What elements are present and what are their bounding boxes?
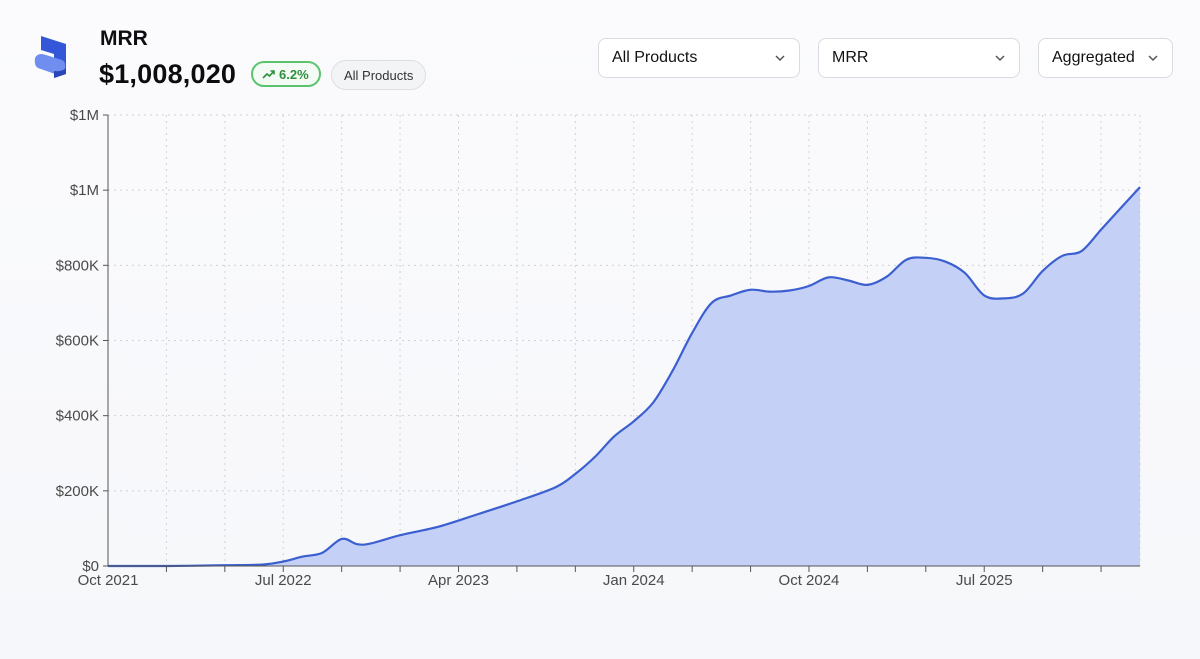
metric-select[interactable]: MRR	[818, 38, 1020, 78]
y-tick-label: $0	[82, 558, 99, 575]
y-tick-label: $800K	[56, 257, 99, 274]
mrr-line	[107, 186, 1141, 568]
change-value: 6.2%	[279, 66, 309, 82]
product-select-label: All Products	[612, 49, 698, 66]
chevron-down-icon	[775, 55, 785, 62]
mode-select[interactable]: Aggregated	[1038, 38, 1173, 78]
metric-select-label: MRR	[832, 49, 869, 66]
mrr-area	[108, 187, 1140, 566]
x-tick-label: Oct 2024	[779, 572, 840, 589]
x-tick-label: Jul 2025	[956, 572, 1013, 589]
x-tick-label: Apr 2023	[428, 572, 489, 589]
y-tick-label: $400K	[56, 408, 99, 425]
metric-value: $1,008,020	[99, 59, 237, 89]
x-tick-label: Oct 2021	[78, 572, 139, 589]
scope-badge: All Products	[331, 60, 427, 90]
chevron-down-icon	[995, 55, 1005, 62]
metric-title: MRR	[100, 27, 148, 50]
change-badge: 6.2%	[251, 61, 321, 87]
x-tick-label: Jan 2024	[603, 572, 665, 589]
y-tick-label: $1M	[70, 182, 99, 199]
y-tick-label: $200K	[56, 483, 99, 500]
product-select[interactable]: All Products	[598, 38, 800, 78]
trend-up-icon	[262, 70, 275, 79]
y-tick-label: $1M	[70, 107, 99, 124]
x-tick-label: Jul 2022	[255, 572, 312, 589]
chevron-down-icon	[1148, 55, 1158, 62]
logo-icon	[34, 36, 66, 78]
y-tick-label: $600K	[56, 333, 99, 350]
mode-select-label: Aggregated	[1052, 49, 1135, 66]
